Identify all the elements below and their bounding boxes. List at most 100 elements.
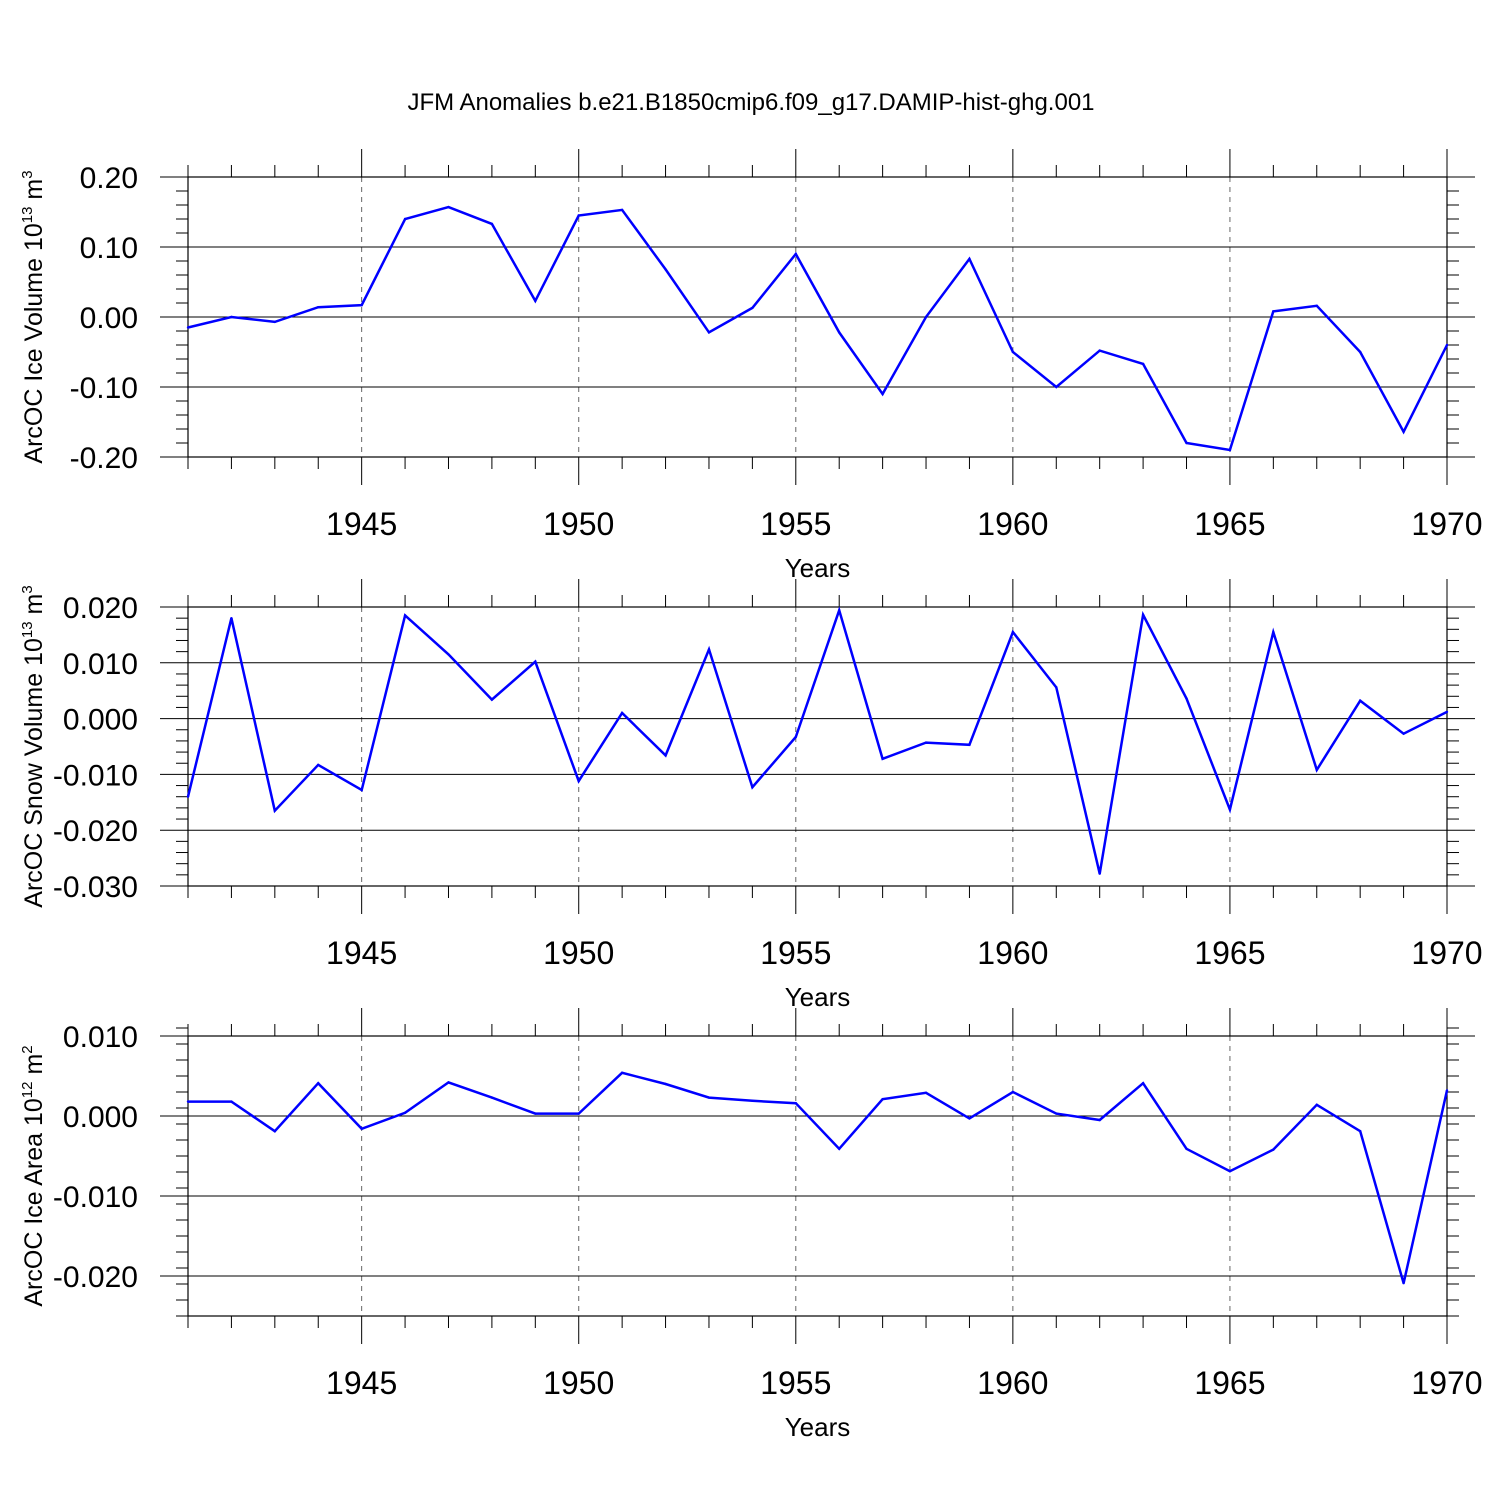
data-point-1959 (968, 743, 971, 747)
series-line (186, 606, 1448, 874)
x-tick-label-1970: 1970 (1411, 506, 1482, 542)
data-point-1953 (707, 1096, 711, 1099)
data-point-1947 (447, 653, 450, 656)
data-point-1967 (1315, 768, 1318, 772)
data-point-1965 (1228, 808, 1232, 811)
data-point-1943 (273, 1130, 277, 1133)
data-point-1962 (1098, 1118, 1101, 1122)
data-point-1954 (751, 306, 754, 310)
data-point-1946 (403, 1111, 407, 1115)
y-label-unit: m (20, 179, 48, 207)
data-point-1945 (360, 303, 363, 307)
data-point-1944 (317, 1082, 320, 1085)
data-point-1949 (534, 660, 537, 663)
data-point-1941 (186, 1100, 190, 1103)
data-point-1955 (794, 252, 797, 256)
data-point-1943 (273, 320, 277, 324)
x-tick-label-1955: 1955 (760, 1365, 831, 1401)
data-point-1948 (490, 222, 494, 226)
y-tick-label-0.010: 0.010 (63, 648, 138, 681)
x-tick-label-1945: 1945 (326, 935, 397, 971)
y-tick-label-0.10: 0.10 (80, 232, 138, 265)
data-point-1952 (664, 268, 667, 271)
data-point-1955 (794, 1102, 797, 1105)
data-point-1956 (838, 609, 841, 612)
data-point-1954 (751, 786, 754, 789)
x-axis-label: Years (785, 553, 851, 583)
y-tick-label--0.010: -0.010 (53, 759, 138, 792)
data-point-1965 (1228, 1170, 1232, 1173)
data-point-1942 (230, 1100, 233, 1103)
x-tick-label-1955: 1955 (760, 506, 831, 542)
data-point-1966 (1272, 630, 1275, 634)
data-point-1947 (447, 1081, 450, 1084)
data-point-1957 (881, 1098, 884, 1101)
data-point-1961 (1055, 686, 1058, 689)
data-point-1954 (751, 1099, 754, 1103)
data-point-1946 (403, 614, 407, 617)
data-point-1970 (1445, 1089, 1449, 1092)
data-point-1949 (534, 299, 537, 303)
y-tick-label--0.20: -0.20 (70, 442, 138, 475)
data-point-1948 (490, 698, 494, 701)
data-point-1967 (1315, 1103, 1318, 1107)
data-point-1952 (664, 1082, 667, 1086)
data-point-1966 (1272, 1148, 1275, 1151)
data-point-1957 (881, 757, 884, 760)
data-point-1964 (1185, 1147, 1188, 1151)
x-tick-label-1945: 1945 (326, 506, 397, 542)
data-point-1960 (1011, 630, 1015, 634)
data-point-1960 (1011, 350, 1015, 354)
data-point-1945 (360, 1127, 363, 1131)
data-point-1950 (577, 214, 580, 217)
x-tick-label-1965: 1965 (1194, 1365, 1265, 1401)
y-label-unit-exponent: 3 (19, 170, 36, 178)
y-tick-label--0.010: -0.010 (53, 1181, 138, 1214)
data-point-1962 (1098, 349, 1101, 352)
data-point-1948 (490, 1096, 494, 1099)
y-tick-label-0.00: 0.00 (80, 302, 138, 335)
data-point-1961 (1055, 1112, 1058, 1115)
y-tick-label--0.10: -0.10 (70, 372, 138, 405)
y-axis-label: ArcOC Ice Area 1012 m2 (19, 1045, 48, 1306)
data-point-1944 (317, 306, 320, 309)
data-point-1968 (1358, 1130, 1362, 1133)
x-axis-label: Years (785, 1412, 851, 1442)
data-point-1956 (838, 331, 841, 334)
y-label-exponent: 12 (19, 1082, 36, 1099)
y-tick-label-0.020: 0.020 (63, 592, 138, 625)
data-point-1944 (317, 763, 320, 767)
x-tick-label-1960: 1960 (977, 1365, 1048, 1401)
data-point-1952 (664, 754, 667, 757)
data-point-1957 (881, 392, 884, 396)
y-label-unit: m (20, 1054, 48, 1082)
data-point-1964 (1185, 697, 1188, 700)
data-point-1951 (620, 711, 624, 715)
panel-ice-area: -0.020 -0.010 0.000 0.010 1945 1950 1955 1960 19… (19, 1008, 1483, 1442)
series-line (187, 205, 1449, 452)
panel-ice-volume: -0.20 -0.10 0.00 0.10 0.20 1945 1950 1955 1960 19… (19, 149, 1483, 583)
y-tick-label--0.030: -0.030 (53, 871, 138, 904)
x-tick-label-1960: 1960 (977, 506, 1048, 542)
panel-snow-volume: -0.030 -0.020 -0.010 0.000 0.010 0.020 1945 195… (19, 579, 1483, 1012)
data-point-1953 (707, 331, 711, 334)
data-point-1960 (1011, 1090, 1015, 1094)
data-point-1958 (924, 315, 928, 319)
data-point-1941 (186, 795, 190, 798)
data-point-1943 (273, 809, 277, 812)
data-point-1963 (1141, 1082, 1145, 1085)
data-point-1941 (186, 326, 190, 329)
x-tick-label-1965: 1965 (1194, 506, 1265, 542)
data-point-1963 (1141, 362, 1145, 366)
x-tick-label-1955: 1955 (760, 935, 831, 971)
y-label-name: ArcOC Ice Area 10 (20, 1098, 48, 1306)
data-point-1946 (403, 217, 407, 221)
data-point-1966 (1272, 310, 1275, 313)
y-label-name: ArcOC Ice Volume 10 (20, 223, 48, 463)
data-point-1953 (707, 648, 711, 651)
y-label-exponent: 13 (19, 621, 36, 638)
data-point-1942 (230, 616, 233, 620)
data-point-1958 (924, 1091, 928, 1095)
